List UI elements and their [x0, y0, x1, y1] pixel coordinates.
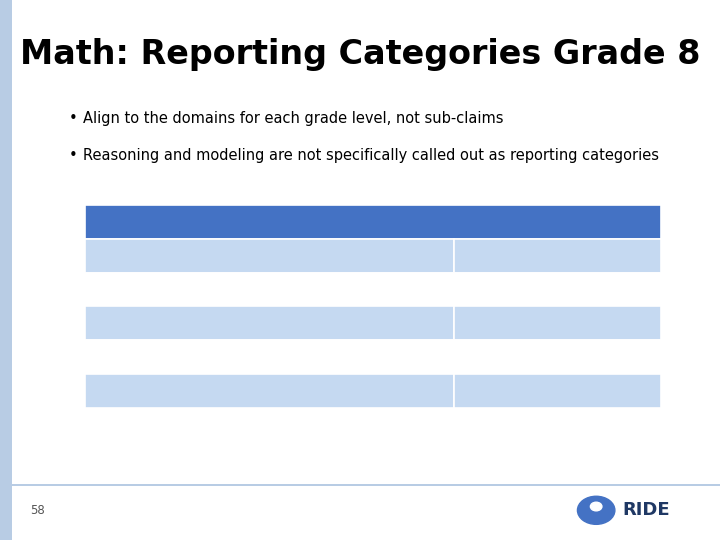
Text: 10%: 10% [543, 384, 572, 397]
Text: Grade 8: Grade 8 [528, 249, 587, 262]
Text: Statistics & Probability: Statistics & Probability [94, 384, 267, 397]
Text: RIDE: RIDE [623, 501, 670, 519]
Text: Align to the domains for each grade level, not sub-claims: Align to the domains for each grade leve… [83, 111, 503, 126]
Text: 30%: 30% [543, 350, 572, 363]
Text: Math: Reporting Categories Grade 8: Math: Reporting Categories Grade 8 [19, 38, 701, 71]
Text: Geometry: Geometry [94, 350, 160, 363]
Text: Reporting Category Percentages (+/-5%) for Grade 8: Reporting Category Percentages (+/-5%) f… [176, 215, 570, 228]
Text: 58: 58 [30, 504, 45, 517]
Text: The Number System and Equations & Expressions: The Number System and Equations & Expres… [94, 283, 467, 296]
Text: Functions: Functions [94, 317, 166, 330]
Text: 20%: 20% [543, 317, 572, 330]
Text: •: • [68, 148, 77, 164]
Text: •: • [68, 111, 77, 126]
Text: 40%: 40% [543, 283, 572, 296]
Text: Reasoning and modeling are not specifically called out as reporting categories: Reasoning and modeling are not specifica… [83, 148, 659, 164]
